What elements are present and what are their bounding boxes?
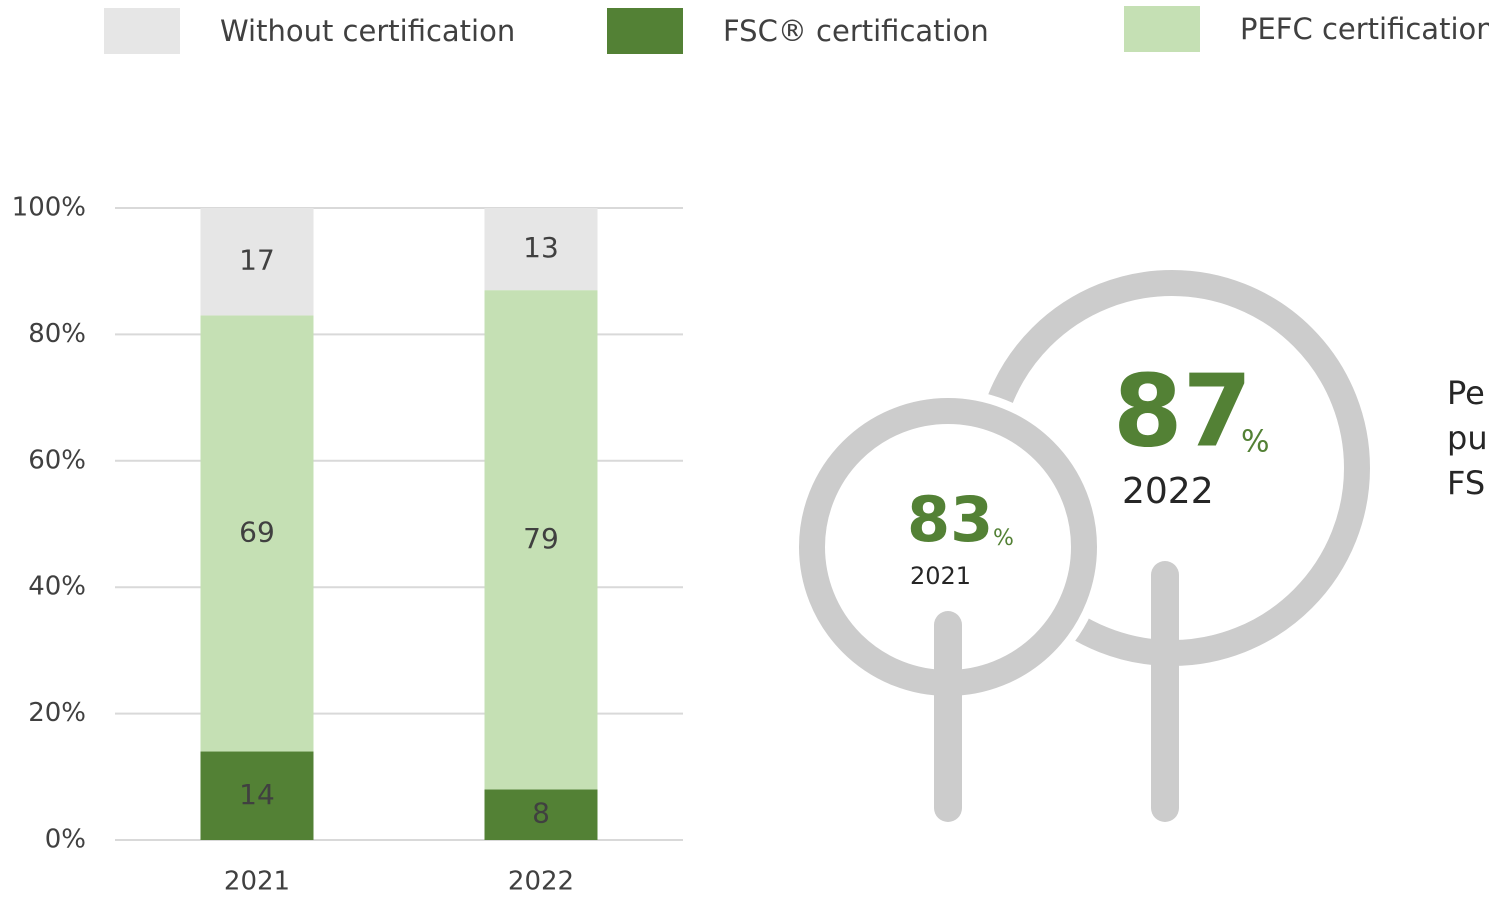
data-label: 8 <box>532 797 550 830</box>
data-label: 17 <box>239 244 275 277</box>
legend-label: PEFC certification <box>1240 12 1489 46</box>
bar-segment <box>484 208 598 291</box>
y-tick-label: 80% <box>28 319 86 349</box>
stat-year: 2021 <box>910 562 971 590</box>
stat-year: 2022 <box>1122 471 1214 512</box>
caption-line: FS <box>1447 464 1485 502</box>
data-label: 69 <box>239 515 275 548</box>
bar-segment <box>484 789 598 840</box>
legend-swatch <box>104 8 180 54</box>
legend-swatch <box>607 8 683 54</box>
bar-segment <box>200 208 314 316</box>
caption-line: pu <box>1447 419 1488 457</box>
y-tick-label: 20% <box>28 698 86 728</box>
stat-value: 83 <box>907 483 993 556</box>
legend-swatch <box>1124 6 1200 52</box>
x-tick-label: 2022 <box>508 867 574 897</box>
data-label: 13 <box>523 231 559 264</box>
y-tick-label: 40% <box>28 572 86 602</box>
data-label: 14 <box>239 778 275 811</box>
y-tick-label: 0% <box>45 825 86 855</box>
legend-label: Without certification <box>220 14 515 48</box>
stat-value: 87 <box>1113 352 1252 469</box>
bar-segment <box>484 290 598 790</box>
bar-segment <box>200 315 314 752</box>
trees <box>790 270 1370 822</box>
stat-unit: % <box>993 526 1014 551</box>
legend-label: FSC® certification <box>723 14 989 48</box>
y-tick-label: 100% <box>12 193 86 223</box>
stat-unit: % <box>1241 425 1270 460</box>
data-label: 79 <box>523 522 559 555</box>
caption-line: Pe <box>1447 374 1485 412</box>
bar-segment <box>200 751 314 840</box>
x-tick-label: 2021 <box>224 867 290 897</box>
y-tick-label: 60% <box>28 445 86 475</box>
